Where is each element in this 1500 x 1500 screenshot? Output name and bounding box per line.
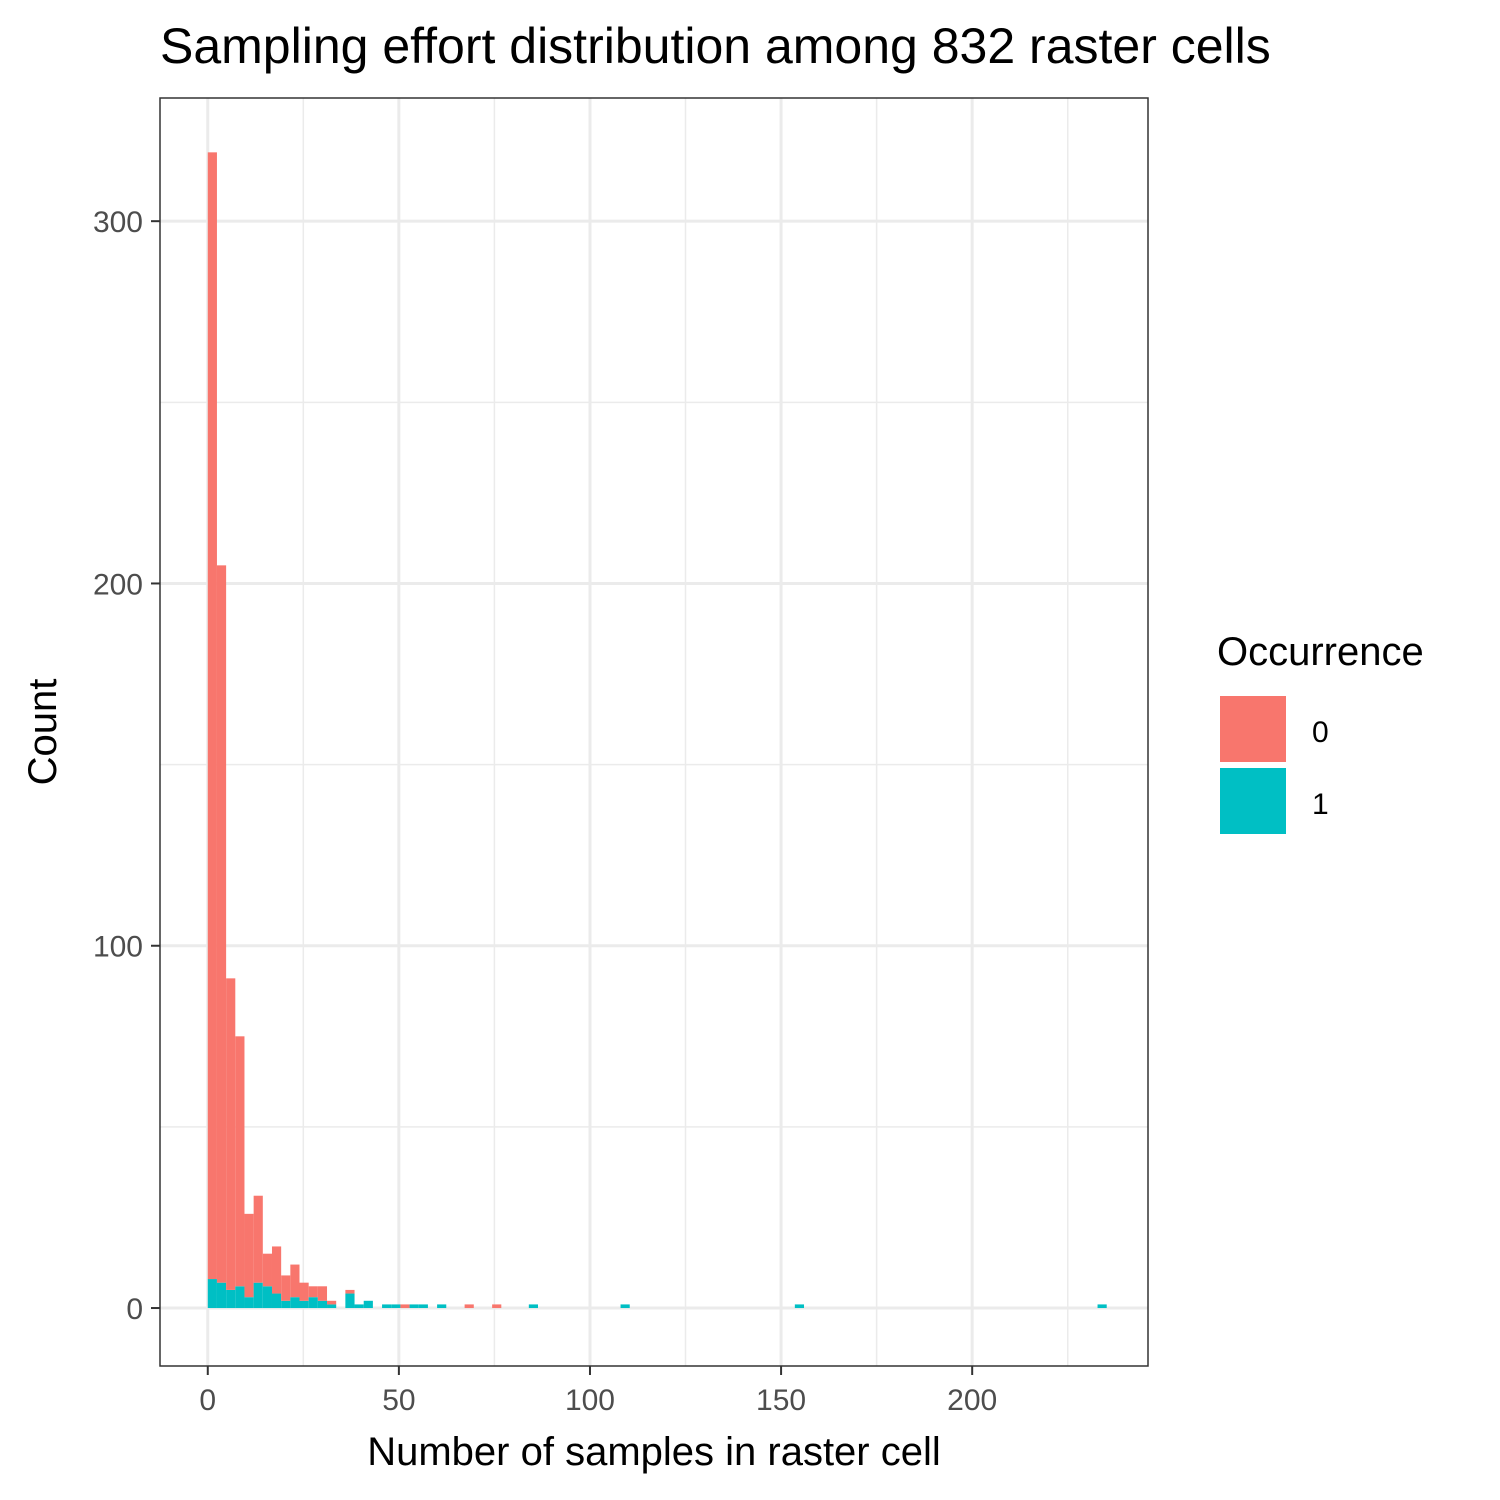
y-tick-label: 200 bbox=[93, 568, 143, 601]
bars-group bbox=[207, 152, 1107, 1309]
legend-label-occurrence-1: 1 bbox=[1312, 788, 1329, 821]
bar-occurrence-1 bbox=[620, 1304, 630, 1309]
bar-occurrence-1 bbox=[363, 1300, 373, 1309]
bar-occurrence-0 bbox=[216, 565, 227, 1283]
legend-key-occurrence-1 bbox=[1220, 768, 1286, 834]
bar-occurrence-0 bbox=[464, 1304, 474, 1309]
bar-occurrence-1 bbox=[308, 1297, 318, 1309]
bar-occurrence-1 bbox=[299, 1300, 309, 1309]
bar-occurrence-1 bbox=[1097, 1304, 1107, 1309]
y-tick-label: 300 bbox=[93, 206, 143, 239]
x-tick-label: 200 bbox=[947, 1384, 997, 1417]
y-axis-title: Count bbox=[21, 679, 65, 786]
bar-occurrence-1 bbox=[528, 1304, 539, 1309]
plot-panel bbox=[159, 97, 1149, 1367]
bar-occurrence-1 bbox=[409, 1304, 419, 1309]
bar-occurrence-1 bbox=[345, 1293, 355, 1309]
x-tick-label: 0 bbox=[199, 1384, 216, 1417]
x-tick-label: 150 bbox=[756, 1384, 806, 1417]
bar-occurrence-0 bbox=[345, 1289, 355, 1294]
x-axis-title: Number of samples in raster cell bbox=[367, 1430, 941, 1474]
x-tick-label: 50 bbox=[382, 1384, 415, 1417]
y-axis: 0 100 200 300 bbox=[93, 206, 160, 1326]
bar-occurrence-0 bbox=[317, 1286, 328, 1301]
bar-occurrence-1 bbox=[418, 1304, 428, 1309]
bar-occurrence-0 bbox=[308, 1286, 318, 1298]
bar-occurrence-1 bbox=[262, 1286, 272, 1309]
legend: Occurrence 0 1 bbox=[1217, 630, 1424, 834]
legend-label-occurrence-0: 0 bbox=[1312, 716, 1329, 749]
bar-occurrence-0 bbox=[226, 978, 236, 1290]
bar-occurrence-1 bbox=[244, 1297, 254, 1309]
bar-occurrence-0 bbox=[281, 1275, 291, 1301]
y-tick-label: 0 bbox=[126, 1293, 143, 1326]
x-axis: 0 50 100 150 200 bbox=[199, 1366, 997, 1417]
gridlines bbox=[160, 98, 1148, 1366]
bar-occurrence-0 bbox=[327, 1300, 337, 1305]
bar-occurrence-0 bbox=[299, 1282, 309, 1301]
bar-occurrence-0 bbox=[244, 1213, 254, 1298]
bar-occurrence-1 bbox=[281, 1300, 291, 1309]
bar-occurrence-1 bbox=[391, 1304, 401, 1309]
legend-key-occurrence-0 bbox=[1220, 696, 1286, 762]
panel-background bbox=[160, 98, 1148, 1366]
x-tick-label: 100 bbox=[565, 1384, 615, 1417]
bar-occurrence-1 bbox=[253, 1282, 263, 1309]
bar-occurrence-0 bbox=[253, 1195, 263, 1283]
bar-occurrence-1 bbox=[216, 1282, 227, 1309]
bar-occurrence-0 bbox=[207, 152, 217, 1280]
legend-title: Occurrence bbox=[1217, 630, 1424, 674]
bar-occurrence-0 bbox=[271, 1246, 282, 1294]
bar-occurrence-1 bbox=[226, 1289, 236, 1309]
bar-occurrence-0 bbox=[290, 1264, 300, 1298]
panel-border bbox=[159, 97, 1149, 1367]
bar-occurrence-0 bbox=[400, 1304, 410, 1309]
y-tick-label: 100 bbox=[93, 931, 143, 964]
bar-occurrence-1 bbox=[437, 1304, 447, 1309]
bar-occurrence-0 bbox=[492, 1304, 502, 1309]
bar-occurrence-0 bbox=[235, 1036, 245, 1287]
bar-occurrence-1 bbox=[327, 1304, 337, 1309]
bar-occurrence-1 bbox=[317, 1300, 328, 1309]
bar-occurrence-0 bbox=[262, 1253, 272, 1287]
bar-occurrence-1 bbox=[207, 1279, 217, 1309]
bar-occurrence-1 bbox=[354, 1304, 364, 1309]
bar-occurrence-1 bbox=[290, 1297, 300, 1309]
bar-occurrence-1 bbox=[271, 1293, 282, 1309]
chart-title: Sampling effort distribution among 832 r… bbox=[160, 18, 1271, 74]
bar-occurrence-1 bbox=[794, 1304, 805, 1309]
bar-occurrence-1 bbox=[382, 1304, 392, 1309]
bar-occurrence-1 bbox=[235, 1286, 245, 1309]
